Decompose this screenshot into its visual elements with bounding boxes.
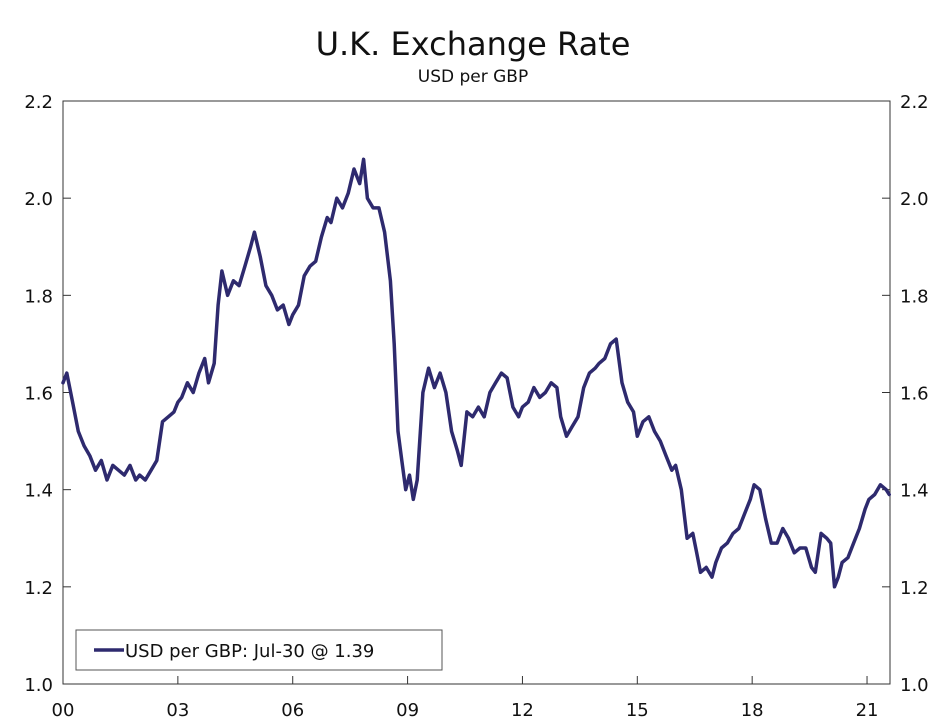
x-tick-label: 18 bbox=[741, 700, 764, 721]
y-tick-label-right: 1.2 bbox=[900, 578, 929, 599]
y-tick-label-left: 1.6 bbox=[24, 384, 53, 405]
x-tick-label: 15 bbox=[626, 700, 649, 721]
axes: 1.0 1.0 1.2 1.2 1.4 1.4 1.6 1.6 1.8 1.8 2.0 2.0 2.2 2… bbox=[24, 92, 928, 721]
y-tick-label-left: 1.0 bbox=[24, 675, 53, 696]
y-tick-label-left: 1.4 bbox=[24, 481, 53, 502]
chart-subtitle: USD per GBP bbox=[418, 67, 528, 87]
y-tick-label-right: 1.4 bbox=[900, 481, 929, 502]
y-tick-label-left: 2.0 bbox=[24, 189, 53, 210]
legend: USD per GBP: Jul-30 @ 1.39 bbox=[75, 629, 443, 671]
plot-frame bbox=[62, 100, 891, 685]
y-tick-label-left: 1.8 bbox=[24, 286, 53, 307]
y-tick-label-left: 2.2 bbox=[24, 92, 53, 113]
legend-label: USD per GBP: Jul-30 @ 1.39 bbox=[125, 641, 374, 662]
chart-title: U.K. Exchange Rate bbox=[316, 25, 631, 63]
x-tick-label: 12 bbox=[511, 700, 534, 721]
y-tick-label-right: 2.0 bbox=[900, 189, 929, 210]
series-line-usd-per-gbp bbox=[61, 157, 891, 589]
y-tick-label-left: 1.2 bbox=[24, 578, 53, 599]
y-tick-label-right: 1.6 bbox=[900, 384, 929, 405]
series-layer bbox=[61, 157, 891, 589]
x-tick-label: 21 bbox=[856, 700, 879, 721]
x-tick-label: 03 bbox=[166, 700, 189, 721]
x-tick-label: 06 bbox=[281, 700, 304, 721]
x-tick-label: 09 bbox=[396, 700, 419, 721]
y-tick-label-right: 1.0 bbox=[900, 675, 929, 696]
x-tick-label: 00 bbox=[52, 700, 75, 721]
legend-box bbox=[75, 629, 443, 671]
y-tick-label-right: 1.8 bbox=[900, 286, 929, 307]
y-tick-label-right: 2.2 bbox=[900, 92, 929, 113]
